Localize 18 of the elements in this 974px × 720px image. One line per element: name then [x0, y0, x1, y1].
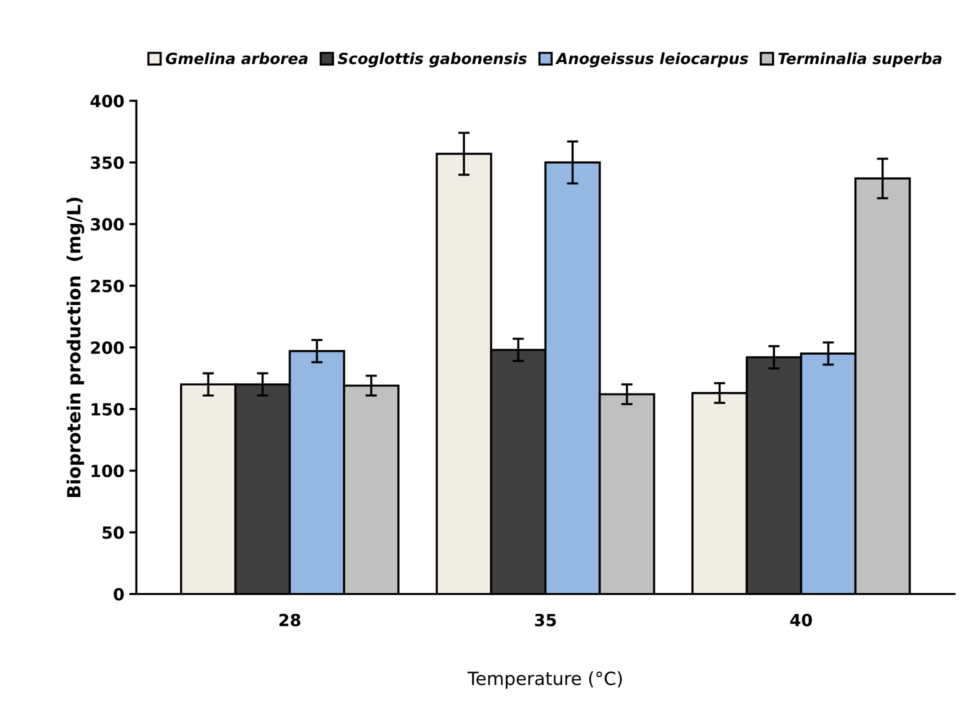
y-tick-label: 100	[92, 464, 124, 478]
y-tick-label: 150	[92, 403, 124, 416]
legend-label: Gmelina arborea	[166, 52, 308, 64]
legend-label: Anogeissus leiocarpus	[555, 52, 748, 68]
y-tick-label: 350	[90, 156, 124, 170]
y-tick-label: 250	[91, 280, 124, 292]
y-tick-label: 400	[90, 94, 124, 108]
x-axis-title: Temperature (°C)	[467, 671, 622, 689]
y-axis-title: Bioprotein production (mg/L)	[66, 198, 84, 497]
legend-label: Terminalia superba	[778, 52, 942, 68]
y-tick-label: 300	[90, 218, 124, 231]
legend-label: Scoglottis gabonensis	[338, 52, 527, 68]
x-tick-label: 35	[534, 614, 556, 626]
x-tick-label: 40	[790, 614, 812, 626]
y-tick-label: 0	[114, 588, 124, 601]
y-tick-label: 200	[91, 341, 124, 354]
x-tick-label: 28	[279, 614, 300, 626]
y-tick-label: 50	[102, 526, 124, 539]
